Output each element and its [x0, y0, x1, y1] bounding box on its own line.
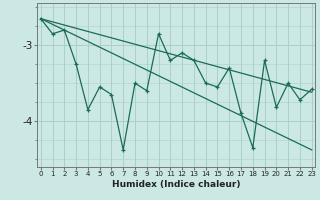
X-axis label: Humidex (Indice chaleur): Humidex (Indice chaleur)	[112, 180, 240, 189]
